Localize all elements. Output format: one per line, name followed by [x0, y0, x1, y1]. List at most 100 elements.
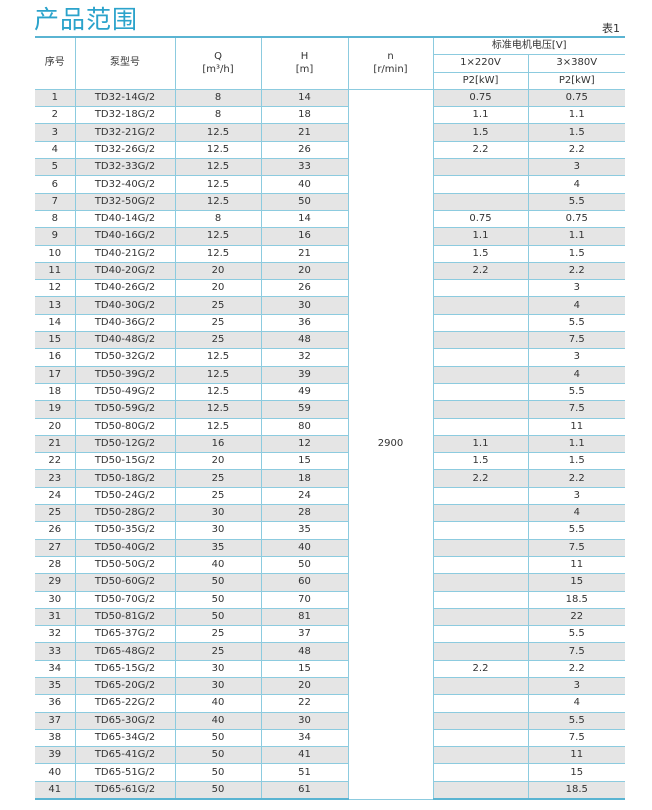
power-1ph: 1.1	[432, 227, 529, 246]
table-row: 41 TD65-61G/2 50 61 18.5	[35, 781, 625, 801]
pump-model: TD50-80G/2	[74, 418, 176, 436]
power-3ph: 15	[527, 573, 625, 592]
power-3ph: 4	[527, 175, 625, 194]
head-h: 48	[260, 642, 349, 661]
flow-q: 12.5	[174, 227, 262, 246]
row-no: 7	[35, 193, 76, 211]
head-h: 41	[260, 746, 349, 765]
power-1ph: 2.2	[432, 469, 529, 488]
head-h: 18	[260, 469, 349, 488]
power-3ph: 18.5	[527, 591, 625, 609]
row-no: 37	[35, 712, 76, 730]
power-3ph: 3	[527, 348, 625, 367]
flow-q: 30	[174, 660, 262, 678]
flow-q: 25	[174, 314, 262, 333]
table-row: 29 TD50-60G/2 50 60 15	[35, 573, 625, 592]
power-1ph	[432, 591, 529, 609]
row-no: 16	[35, 348, 76, 367]
head-h: 28	[260, 504, 349, 523]
table-row: 13 TD40-30G/2 25 30 4	[35, 296, 625, 315]
table-row: 28 TD50-50G/2 40 50 11	[35, 556, 625, 575]
flow-q: 12.5	[174, 158, 262, 177]
power-1ph: 2.2	[432, 660, 529, 678]
power-3ph: 5.5	[527, 712, 625, 730]
power-3ph: 11	[527, 746, 625, 765]
pump-model: TD50-24G/2	[74, 487, 176, 506]
speed-n: 2900	[347, 89, 434, 800]
flow-q: 40	[174, 694, 262, 713]
row-no: 17	[35, 366, 76, 384]
table-row: 23 TD50-18G/2 25 18 2.2 2.2	[35, 469, 625, 488]
row-no: 30	[35, 591, 76, 609]
head-h: 21	[260, 123, 349, 142]
power-3ph: 5.5	[527, 193, 625, 211]
header-3x380v: 3×380V	[527, 54, 625, 73]
head-h: 35	[260, 521, 349, 540]
pump-model: TD65-30G/2	[74, 712, 176, 730]
head-h: 26	[260, 279, 349, 298]
flow-q: 50	[174, 573, 262, 592]
n-unit: [r/min]	[373, 64, 408, 76]
table-row: 36 TD65-22G/2 40 22 4	[35, 694, 625, 713]
power-1ph	[432, 573, 529, 592]
head-h: 30	[260, 712, 349, 730]
power-1ph	[432, 539, 529, 557]
flow-q: 12.5	[174, 418, 262, 436]
power-1ph	[432, 487, 529, 506]
power-1ph	[432, 279, 529, 298]
header-n: n [r/min]	[347, 35, 434, 90]
row-no: 8	[35, 210, 76, 229]
power-1ph: 1.1	[432, 106, 529, 125]
power-3ph: 4	[527, 296, 625, 315]
head-h: 32	[260, 348, 349, 367]
power-3ph: 3	[527, 677, 625, 696]
power-1ph	[432, 677, 529, 696]
power-3ph: 2.2	[527, 660, 625, 678]
flow-q: 25	[174, 625, 262, 644]
table-row: 22 TD50-15G/2 20 15 1.5 1.5	[35, 452, 625, 471]
pump-model: TD32-14G/2	[74, 89, 176, 108]
head-h: 80	[260, 418, 349, 436]
row-no: 19	[35, 400, 76, 419]
power-1ph	[432, 331, 529, 350]
table-row: 30 TD50-70G/2 50 70 18.5	[35, 591, 625, 609]
table-row: 17 TD50-39G/2 12.5 39 4	[35, 366, 625, 384]
flow-q: 12.5	[174, 123, 262, 142]
row-no: 10	[35, 245, 76, 263]
flow-q: 25	[174, 469, 262, 488]
flow-q: 12.5	[174, 400, 262, 419]
power-1ph	[432, 642, 529, 661]
row-no: 2	[35, 106, 76, 125]
head-h: 40	[260, 175, 349, 194]
flow-q: 50	[174, 591, 262, 609]
power-3ph: 4	[527, 366, 625, 384]
header-q: Q [m³/h]	[174, 35, 262, 90]
row-no: 12	[35, 279, 76, 298]
power-3ph: 11	[527, 556, 625, 575]
table-row: 12 TD40-26G/2 20 26 3	[35, 279, 625, 298]
header-p2-3ph: P2[kW]	[527, 72, 625, 90]
flow-q: 20	[174, 262, 262, 281]
power-3ph: 7.5	[527, 539, 625, 557]
flow-q: 12.5	[174, 245, 262, 263]
power-3ph: 7.5	[527, 331, 625, 350]
row-no: 34	[35, 660, 76, 678]
head-h: 34	[260, 729, 349, 748]
power-1ph	[432, 746, 529, 765]
power-1ph: 2.2	[432, 262, 529, 281]
power-1ph: 1.5	[432, 123, 529, 142]
pump-model: TD50-12G/2	[74, 435, 176, 454]
flow-q: 35	[174, 539, 262, 557]
table-row: 27 TD50-40G/2 35 40 7.5	[35, 539, 625, 557]
row-no: 36	[35, 694, 76, 713]
pump-model: TD65-20G/2	[74, 677, 176, 696]
head-h: 12	[260, 435, 349, 454]
table-row: 32 TD65-37G/2 25 37 5.5	[35, 625, 625, 644]
table-row: 19 TD50-59G/2 12.5 59 7.5	[35, 400, 625, 419]
table-row: 37 TD65-30G/2 40 30 5.5	[35, 712, 625, 730]
pump-model: TD50-49G/2	[74, 383, 176, 402]
pump-model: TD50-59G/2	[74, 400, 176, 419]
n-label: n	[387, 51, 394, 63]
table-row: 14 TD40-36G/2 25 36 5.5	[35, 314, 625, 333]
row-no: 25	[35, 504, 76, 523]
